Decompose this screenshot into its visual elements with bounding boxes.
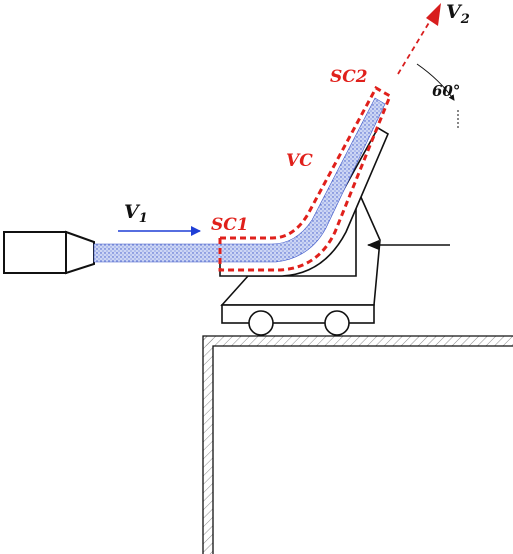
water-jet [93, 97, 386, 263]
angle-arc [416, 63, 455, 101]
control-volume [218, 85, 392, 272]
sc1-label: SC1 [211, 215, 249, 235]
wheel-icon [248, 310, 274, 336]
sc2-label: SC2 [330, 67, 368, 87]
v1-label: V1 [124, 201, 148, 226]
vc-label: VC [286, 151, 313, 171]
outlet-velocity-arrow [397, 15, 434, 75]
wheel-icon [324, 310, 350, 336]
angle-label: 60° [432, 82, 460, 100]
ground-table [202, 335, 513, 554]
v2-label: V2 [446, 1, 470, 27]
nozzle-icon [3, 230, 95, 275]
outlet-arrowhead-icon [426, 3, 441, 26]
